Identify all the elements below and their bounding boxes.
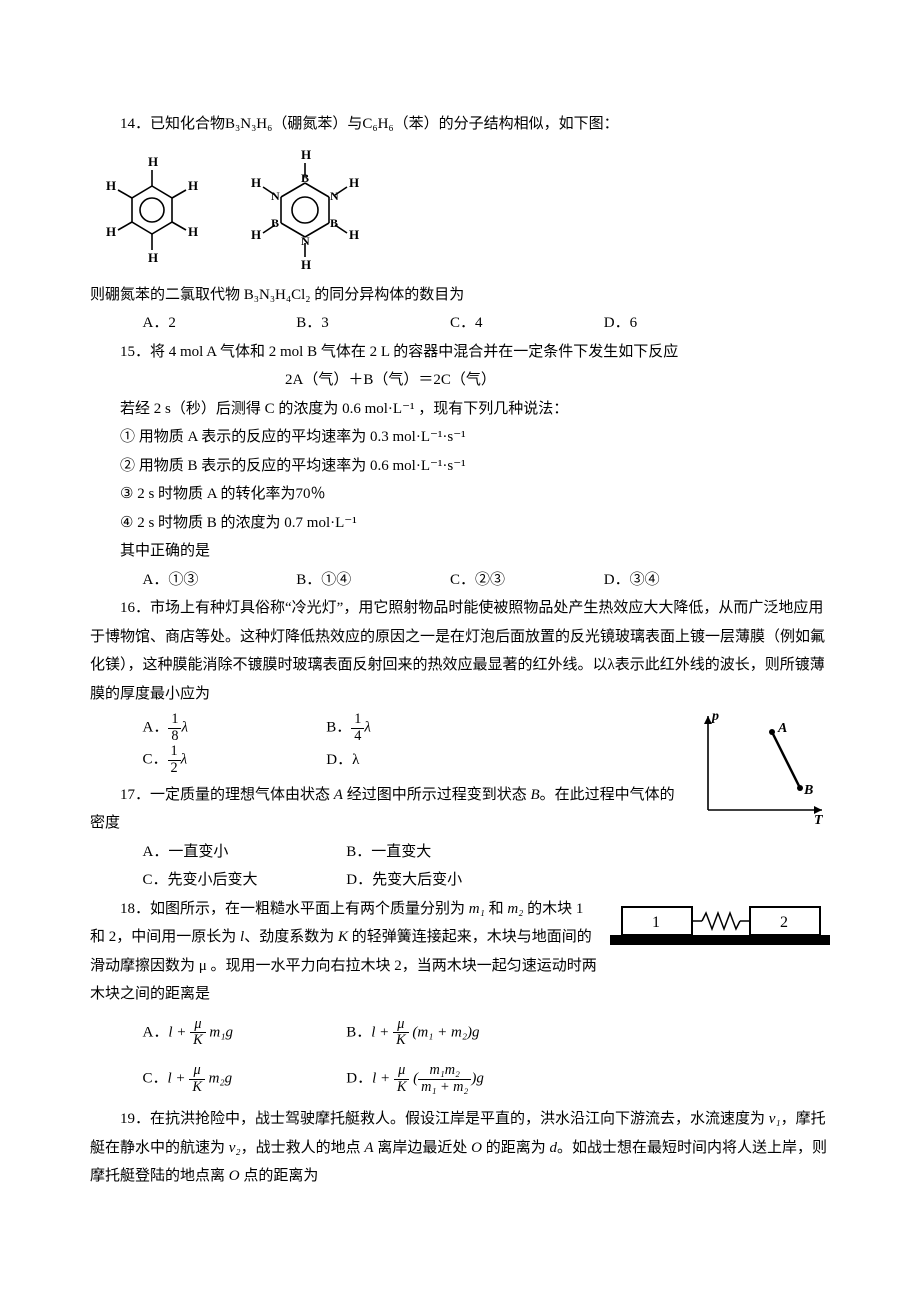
q14-stem: 14．已知化合物B₃N₃H₆（硼氮苯）与C₆H₆（苯）的分子结构相似，如下图： bbox=[90, 110, 830, 139]
q18-opt-a: A．l + μK m₁g bbox=[143, 1017, 343, 1049]
svg-text:N: N bbox=[271, 189, 280, 203]
q17-options-row1: A．一直变小 B．一直变大 bbox=[90, 838, 830, 867]
q15-eq: 2A（气）＋B（气）＝2C（气） bbox=[90, 366, 830, 395]
q16-opt-a: A．18λ bbox=[143, 712, 323, 744]
q18-opt-c: C．l + μK m₂g bbox=[143, 1063, 343, 1095]
q15-stem2: 若经 2 s（秒）后测得 C 的浓度为 0.6 mol·L⁻¹ ，现有下列几种说… bbox=[90, 395, 830, 424]
svg-text:H: H bbox=[188, 178, 198, 193]
q17-opt-c: C．先变小后变大 bbox=[143, 866, 343, 895]
q15-s1: ① 用物质 A 表示的反应的平均速率为 0.3 mol·L⁻¹·s⁻¹ bbox=[90, 423, 830, 452]
q15-stem3: 其中正确的是 bbox=[90, 537, 830, 566]
q15-opt-b: B．①④ bbox=[296, 566, 446, 595]
svg-text:H: H bbox=[349, 175, 359, 190]
benzene-diagram: H H H H H H bbox=[90, 150, 215, 270]
q15-options: A．①③ B．①④ C．②③ D．③④ bbox=[90, 566, 830, 595]
q18-options-row1: A．l + μK m₁g B．l + μK (m₁ + m₂)g bbox=[143, 1017, 831, 1049]
q16-opt-b: B．14λ bbox=[326, 712, 506, 744]
q15-stem1: 15．将 4 mol A 气体和 2 mol B 气体在 2 L 的容器中混合并… bbox=[90, 338, 830, 367]
block1-label: 1 bbox=[652, 914, 660, 931]
q16-opt-d: D．λ bbox=[326, 746, 359, 775]
svg-text:H: H bbox=[148, 154, 158, 169]
q18-opt-b: B．l + μK (m₁ + m₂)g bbox=[346, 1017, 479, 1049]
q15-s3: ③ 2 s 时物质 A 的转化率为70％ bbox=[90, 480, 830, 509]
q14-opt-a: A．2 bbox=[143, 309, 293, 338]
q19-stem: 19．在抗洪抢险中，战士驾驶摩托艇救人。假设江岸是平直的，洪水沿江向下游流去，水… bbox=[90, 1105, 830, 1191]
q17-opt-b: B．一直变大 bbox=[346, 838, 431, 867]
svg-text:B: B bbox=[330, 216, 338, 230]
svg-text:B: B bbox=[301, 171, 309, 185]
q18-opt-d: D．l + μK (m₁m₂m₁ + m₂)g bbox=[346, 1063, 484, 1095]
q18-figure: 1 2 bbox=[610, 895, 830, 955]
q15-opt-a: A．①③ bbox=[143, 566, 293, 595]
q15-opt-d: D．③④ bbox=[604, 566, 754, 595]
q17-graph: p T A B bbox=[690, 708, 830, 828]
svg-text:H: H bbox=[251, 175, 261, 190]
svg-text:B: B bbox=[271, 216, 279, 230]
axis-p-label: p bbox=[711, 709, 719, 724]
q17-opt-a: A．一直变小 bbox=[143, 838, 343, 867]
q14-options: A．2 B．3 C．4 D．6 bbox=[90, 309, 830, 338]
q18-options-row2: C．l + μK m₂g D．l + μK (m₁m₂m₁ + m₂)g bbox=[143, 1063, 831, 1095]
borazine-diagram: B N B N B N H H H H H H bbox=[235, 145, 385, 275]
svg-text:H: H bbox=[251, 227, 261, 242]
q14-figures: H H H H H H B N B N bbox=[90, 145, 830, 275]
svg-text:N: N bbox=[301, 234, 310, 248]
q17-opt-d: D．先变大后变小 bbox=[346, 866, 462, 895]
svg-text:H: H bbox=[106, 224, 116, 239]
block2-label: 2 bbox=[780, 914, 788, 931]
svg-text:H: H bbox=[106, 178, 116, 193]
q15-opt-c: C．②③ bbox=[450, 566, 600, 595]
q14-opt-c: C．4 bbox=[450, 309, 600, 338]
svg-text:N: N bbox=[330, 189, 339, 203]
q14-opt-b: B．3 bbox=[296, 309, 446, 338]
svg-text:H: H bbox=[188, 224, 198, 239]
point-b-label: B bbox=[803, 783, 813, 798]
svg-text:H: H bbox=[349, 227, 359, 242]
q16-stem: 16．市场上有种灯具俗称“冷光灯”，用它照射物品时能使被照物品处产生热效应大大降… bbox=[90, 594, 830, 708]
q16-opt-c: C．12λ bbox=[143, 744, 323, 776]
q14-line2: 则硼氮苯的二氯取代物 B₃N₃H₄Cl₂ 的同分异构体的数目为 bbox=[90, 281, 830, 310]
q17-options-row2: C．先变小后变大 D．先变大后变小 bbox=[90, 866, 830, 895]
q15-s4: ④ 2 s 时物质 B 的浓度为 0.7 mol·L⁻¹ bbox=[90, 509, 830, 538]
svg-text:H: H bbox=[301, 147, 311, 162]
point-a-label: A bbox=[777, 721, 787, 736]
axis-t-label: T bbox=[814, 813, 824, 828]
svg-text:H: H bbox=[148, 250, 158, 265]
svg-text:H: H bbox=[301, 257, 311, 272]
q14-opt-d: D．6 bbox=[604, 309, 754, 338]
q15-s2: ② 用物质 B 表示的反应的平均速率为 0.6 mol·L⁻¹·s⁻¹ bbox=[90, 452, 830, 481]
